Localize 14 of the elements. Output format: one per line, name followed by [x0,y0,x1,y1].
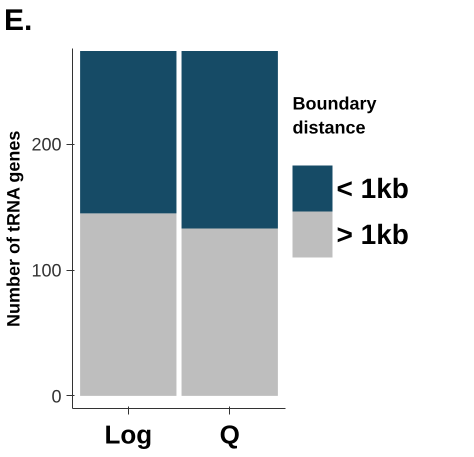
y-tick-label: 100 [31,260,62,281]
text: E. [4,3,32,39]
legend-label: < 1kb [336,173,409,204]
y-tick-label: 0 [51,386,62,406]
y-tick-label: 200 [31,134,62,155]
x-tick-label: Q [220,420,240,450]
bar [80,51,176,214]
x-tick-label: Log [104,420,152,450]
bar [80,213,176,396]
legend-label: > 1kb [336,219,409,250]
y-axis-title: Number of tRNA genes [3,130,24,328]
legend-title: Boundary distance [292,94,377,138]
bar [182,228,278,396]
bar [182,51,278,228]
